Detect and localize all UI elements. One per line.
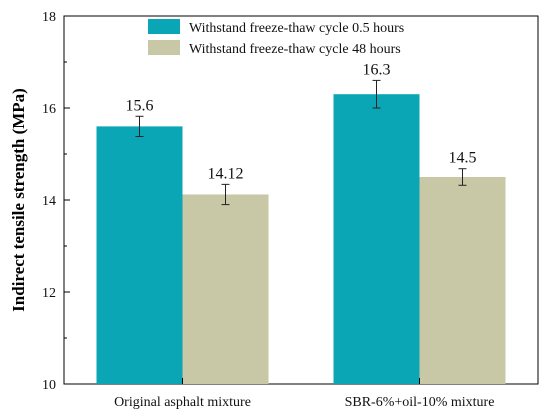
bar-0-1: [182, 194, 269, 384]
y-tick-label-1: 12: [42, 286, 56, 301]
legend: Withstand freeze-thaw cycle 0.5 hours Wi…: [148, 19, 404, 57]
x-tick-label-0: Original asphalt mixture: [114, 395, 251, 410]
data-label-0-1: 14.12: [208, 165, 244, 182]
bar-1-0: [333, 94, 420, 384]
legend-label-2: Withstand freeze-thaw cycle 48 hours: [189, 42, 401, 57]
bars-layer: 15.6 14.12 16.3 14.5: [96, 61, 506, 385]
bar-0-0: [96, 126, 183, 385]
y-tick-label-0: 10: [42, 378, 56, 393]
legend-swatch-1: [148, 19, 180, 34]
data-label-0-0: 15.6: [126, 97, 154, 114]
y-tick-label-2: 14: [42, 194, 56, 209]
legend-label-1: Withstand freeze-thaw cycle 0.5 hours: [189, 21, 404, 36]
data-label-1-1: 14.5: [449, 150, 477, 167]
bar-1-1: [419, 177, 506, 384]
y-tick-label-4: 18: [42, 10, 56, 25]
y-tick-label-3: 16: [42, 102, 56, 117]
legend-swatch-2: [148, 40, 180, 55]
x-axis: Original asphalt mixture SBR-6%+oil-10% m…: [114, 378, 494, 410]
y-axis-title: Indirect tensile strength (MPa): [9, 88, 28, 312]
y-axis: 10 12 14 16 18: [42, 10, 70, 393]
x-tick-label-1: SBR-6%+oil-10% mixture: [345, 395, 495, 410]
data-label-1-0: 16.3: [363, 61, 391, 78]
